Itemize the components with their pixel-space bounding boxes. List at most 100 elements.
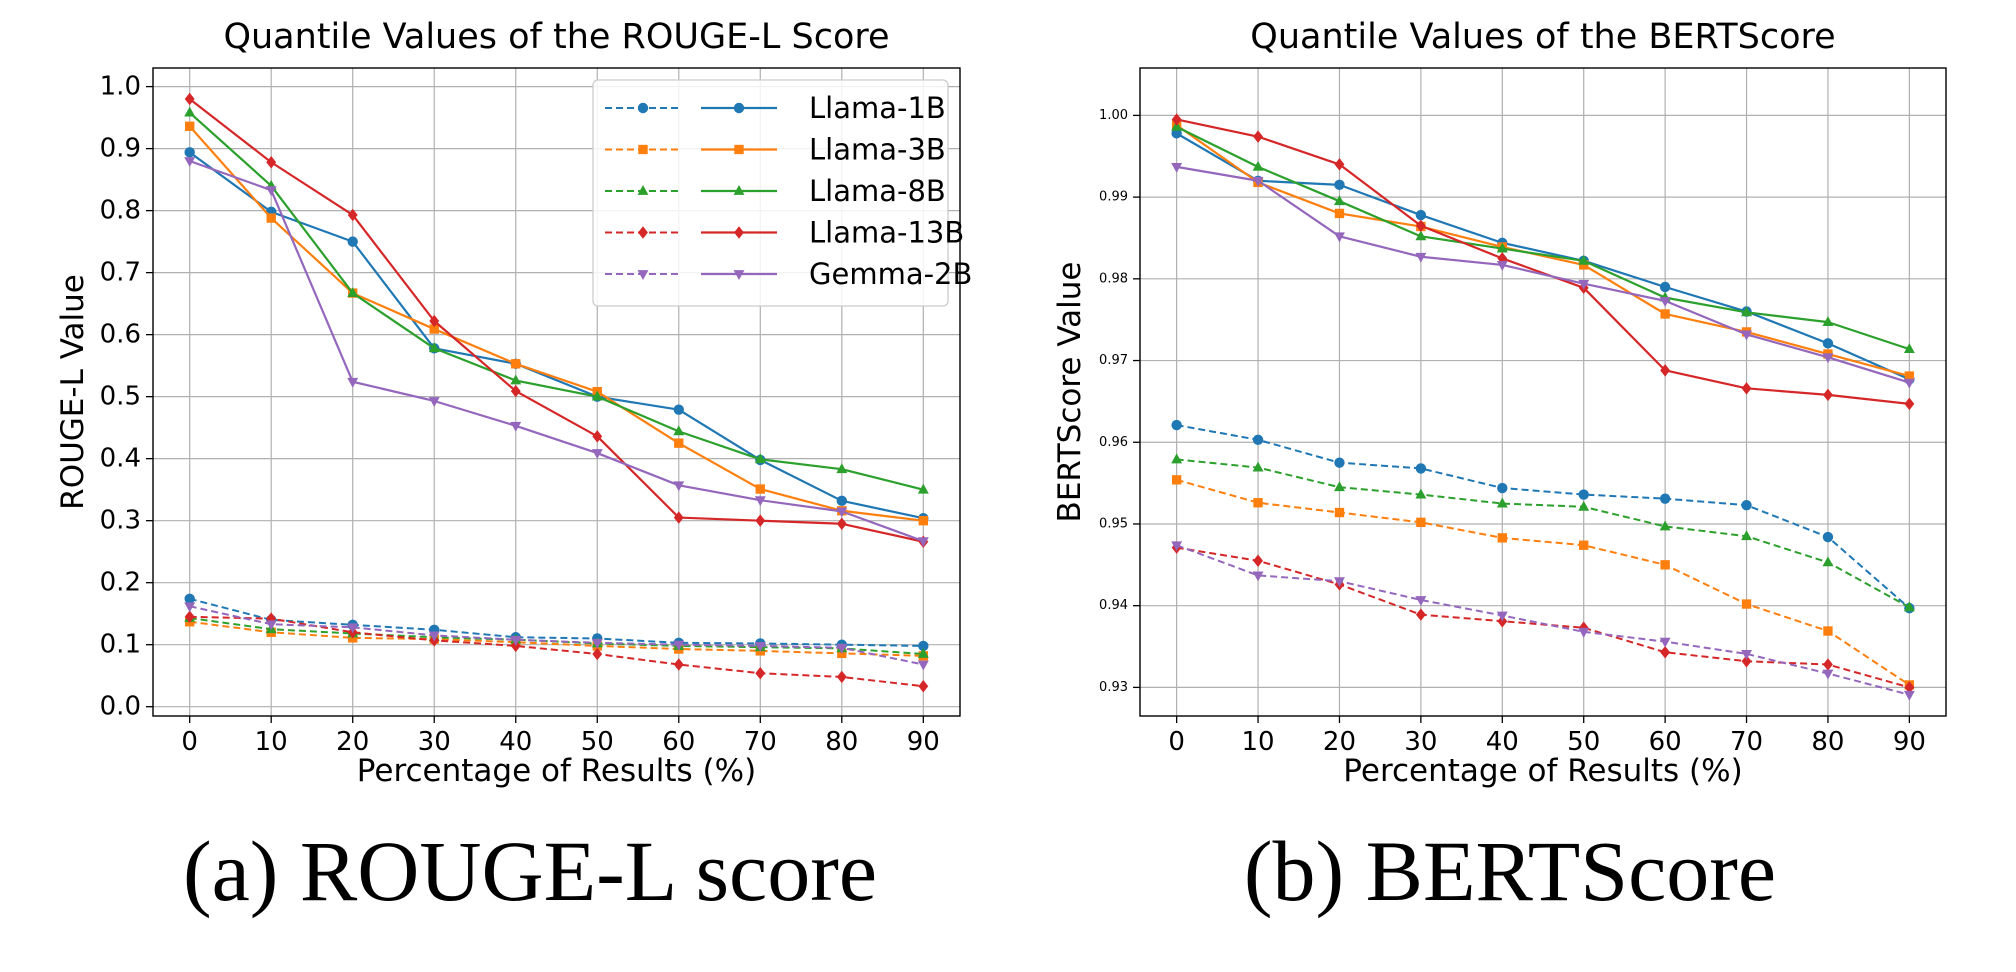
rouge-llama-3b-solid-point-9: [918, 515, 928, 526]
rouge-xtick-label-7: 70: [744, 727, 777, 757]
bert-ytick-label-1: 0.94: [1099, 598, 1128, 613]
bert-llama-8b-dashed-series: [1171, 453, 1915, 612]
bert-llama-3b-dashed-line: [1176, 478, 1910, 686]
rouge-llama-8b-solid-point-4: [510, 374, 522, 385]
rouge-gemma-2b-dashed-point-2: [347, 623, 359, 634]
bert-gemma-2b-solid-point-0: [1171, 162, 1183, 173]
legend-gemma-2b-solid-marker: [733, 270, 745, 280]
rouge-llama-1b-solid-point-0: [184, 147, 195, 158]
rouge-ytick-label-8: 0.8: [100, 196, 141, 226]
rouge-plot-frame: [152, 67, 961, 717]
bert-xtick-label-2: 20: [1323, 727, 1356, 757]
legend-gemma-2b-label: Gemma-2B: [809, 257, 972, 291]
bert-gemma-2b-dashed-point-5: [1578, 627, 1590, 638]
rouge-gemma-2b-solid-point-7: [754, 496, 766, 507]
bert-gemma-2b-dashed-point-7: [1741, 649, 1752, 660]
bert-llama-1b-dashed-point-2: [1334, 457, 1345, 468]
rouge-llama-1b-dashed-point-0: [184, 593, 195, 605]
legend-entry-gemma-2b: Gemma-2B: [605, 257, 972, 291]
bert-llama-3b-solid-series: [1171, 120, 1915, 381]
bert-xtick-label-3: 30: [1404, 727, 1437, 757]
rouge-llama-13b-dashed-point-6: [673, 658, 684, 671]
bert-xtick-label-0: 0: [1168, 727, 1185, 757]
bert-xtick-label-1: 10: [1242, 727, 1275, 757]
bert-x-axis-label: Percentage of Results (%): [1343, 753, 1742, 789]
rouge-llama-8b-solid-series: [184, 106, 929, 494]
rouge-llama-8b-solid-point-2: [347, 287, 359, 297]
bert-llama-1b-dashed-point-4: [1497, 482, 1508, 494]
rouge-llama-13b-solid-point-5: [592, 430, 603, 443]
bert-llama-1b-dashed-point-6: [1659, 493, 1671, 504]
bert-llama-3b-solid-point-2: [1334, 208, 1345, 219]
rouge-xtick-label-1: 10: [255, 727, 288, 757]
rouge-llama-3b-solid-line: [188, 125, 924, 522]
rouge-ticks: 0.0 0.1 0.2 0.3 0.4 0.5 0.6 0.7 0.8 0.9 1.0 0 10 20 30…: [100, 72, 940, 757]
bert-llama-13b-solid-series: [1171, 113, 1915, 411]
bert-ytick-label-2: 0.95: [1099, 516, 1128, 531]
bert-gemma-2b-dashed-point-2: [1334, 577, 1345, 588]
rouge-y-axis-label: ROUGE-L Value: [55, 274, 91, 510]
bert-gemma-2b-solid-point-9: [1903, 378, 1915, 389]
bert-llama-13b-solid-point-1: [1253, 130, 1263, 143]
bert-llama-13b-solid-point-9: [1904, 397, 1915, 411]
bert-llama-3b-dashed-point-7: [1741, 599, 1752, 609]
rouge-x-axis-label: Percentage of Results (%): [357, 753, 756, 789]
rouge-gemma-2b-dashed-point-3: [428, 631, 440, 642]
rouge-ytick-label-6: 0.6: [100, 320, 141, 350]
bert-gemma-2b-solid-point-8: [1822, 353, 1834, 364]
rouge-llama-1b-solid-point-2: [347, 236, 358, 247]
rouge-gemma-2b-solid-point-5: [591, 449, 603, 460]
bert-llama-13b-dashed-point-9: [1904, 681, 1915, 694]
rouge-ytick-label-1: 0.1: [100, 630, 141, 660]
rouge-llama-13b-dashed-point-5: [592, 647, 603, 661]
legend-llama-13b-dashed-marker: [638, 226, 648, 239]
rouge-llama-13b-dashed-line: [189, 615, 924, 688]
bert-llama-8b-solid-point-5: [1578, 254, 1590, 265]
bert-ytick-label-7: 1.00: [1099, 108, 1128, 123]
bert-llama-1b-dashed-series: [1171, 419, 1915, 614]
bert-llama-8b-dashed-line: [1176, 458, 1910, 609]
rouge-gemma-2b-dashed-point-6: [673, 640, 685, 651]
rouge-xtick-label-3: 30: [418, 727, 451, 757]
rouge-ytick-label-3: 0.3: [100, 506, 141, 536]
bert-llama-1b-dashed-point-0: [1171, 419, 1182, 431]
bert-llama-1b-solid-point-3: [1415, 209, 1427, 221]
bert-gemma-2b-solid-point-6: [1659, 296, 1671, 307]
bert-llama-13b-dashed-point-6: [1660, 646, 1671, 659]
rouge-gemma-2b-solid-point-6: [673, 481, 685, 492]
bert-gemma-2b-solid-point-1: [1252, 176, 1264, 187]
bert-llama-8b-solid-point-9: [1903, 343, 1915, 353]
bert-llama-3b-dashed-point-3: [1416, 517, 1426, 528]
rouge-chart-title: Quantile Values of the ROUGE-L Score: [223, 17, 889, 57]
legend-llama-8b-label: Llama-8B: [809, 174, 946, 208]
legend-llama-13b-solid-marker: [734, 226, 744, 239]
bert-y-axis-label: BERTScore Value: [1052, 262, 1088, 523]
rouge-llama-3b-dashed-series: [185, 617, 928, 661]
bert-llama-8b-dashed-point-0: [1171, 453, 1183, 464]
bert-llama-13b-dashed-point-1: [1253, 554, 1263, 567]
caption-bertscore: (b) BERTScore: [1243, 823, 1777, 919]
rouge-ytick-label-2: 0.2: [100, 568, 141, 598]
rouge-gemma-2b-solid-series: [184, 157, 929, 548]
bert-llama-13b-dashed-line: [1176, 546, 1910, 689]
bert-llama-13b-solid-point-3: [1415, 219, 1426, 232]
bert-gemma-2b-solid-point-5: [1578, 279, 1590, 290]
legend-llama-3b-dashed-marker: [638, 144, 648, 155]
rouge-gemma-2b-dashed-point-9: [917, 660, 929, 671]
bert-llama-13b-dashed-series: [1171, 541, 1915, 694]
bert-gemma-2b-dashed-point-1: [1252, 571, 1264, 582]
rouge-gemma-2b-dashed-series: [184, 602, 929, 671]
legend-entry-llama-1b: Llama-1B: [605, 91, 946, 125]
bert-llama-8b-dashed-point-6: [1659, 520, 1671, 531]
bert-llama-13b-dashed-point-7: [1741, 655, 1752, 668]
bert-xtick-label-8: 80: [1811, 727, 1844, 757]
bert-llama-3b-solid-line: [1176, 124, 1910, 378]
rouge-gemma-2b-solid-point-8: [836, 507, 848, 518]
rouge-llama-8b-solid-point-8: [836, 463, 848, 474]
rouge-xtick-label-6: 60: [662, 727, 695, 757]
rouge-grid: [153, 68, 960, 716]
bert-llama-1b-solid-point-0: [1171, 128, 1182, 139]
bert-llama-3b-solid-point-5: [1579, 260, 1589, 270]
bert-llama-8b-dashed-point-3: [1415, 488, 1427, 499]
bert-llama-13b-solid-point-8: [1823, 388, 1833, 402]
